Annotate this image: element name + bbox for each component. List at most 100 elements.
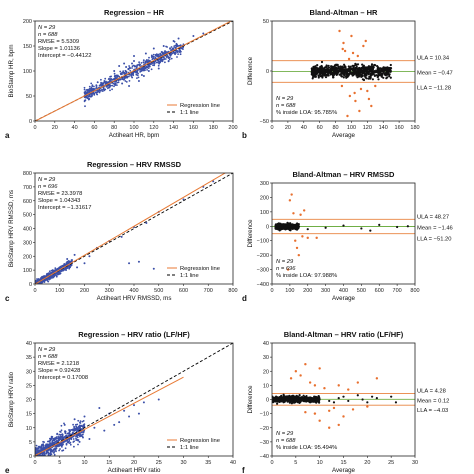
data-point	[137, 260, 140, 263]
x-tick-label: 0	[270, 460, 273, 466]
data-point	[175, 50, 178, 53]
data-point	[177, 53, 180, 55]
outlier-point	[347, 388, 350, 391]
data-point	[145, 66, 148, 69]
data-point	[85, 89, 88, 91]
data-point	[56, 433, 58, 436]
data-point	[371, 78, 374, 81]
panel-letter: e	[5, 466, 10, 474]
data-point	[176, 44, 179, 46]
data-point	[328, 399, 331, 403]
data-point	[293, 225, 296, 228]
data-point	[91, 89, 94, 91]
legend-label: 1:1 line	[180, 445, 199, 451]
data-point	[360, 67, 364, 70]
data-point	[88, 89, 90, 92]
identity-line	[35, 343, 233, 456]
data-point	[117, 75, 119, 77]
data-point	[192, 35, 195, 37]
data-point	[274, 225, 277, 229]
data-point	[313, 66, 317, 69]
stat-text: RMSE = 5.5309	[38, 39, 79, 45]
data-point	[362, 68, 366, 71]
x-tick-label: 40	[301, 125, 307, 131]
data-point	[326, 67, 329, 70]
x-tick-label: 20	[52, 125, 58, 131]
outlier-point	[350, 34, 353, 38]
data-point	[53, 450, 55, 453]
data-point	[350, 72, 353, 75]
data-point	[123, 409, 126, 412]
data-point	[175, 47, 177, 49]
data-point	[347, 67, 350, 71]
data-point	[152, 47, 155, 50]
data-point	[343, 63, 346, 66]
outlier-point	[347, 57, 351, 61]
data-point	[84, 90, 87, 93]
x-tick-label: 120	[149, 125, 158, 131]
data-point	[361, 63, 364, 66]
data-point	[76, 423, 79, 426]
y-axis-label: BioStamp HRV RMSSD, ms	[8, 190, 15, 267]
outlier-point	[362, 44, 365, 48]
x-tick-label: 15	[340, 460, 346, 466]
data-point	[167, 60, 170, 62]
data-point	[128, 415, 131, 418]
data-point	[68, 440, 71, 442]
data-point	[95, 91, 97, 93]
data-point	[68, 430, 71, 433]
data-point	[103, 89, 106, 92]
data-point	[276, 226, 279, 229]
x-tick-label: 160	[395, 125, 404, 131]
stat-text: n = 688	[276, 103, 296, 109]
x-tick-label: 40	[72, 125, 78, 131]
data-point	[79, 434, 82, 437]
data-point	[295, 394, 298, 397]
data-point	[93, 87, 95, 90]
data-point	[68, 438, 71, 441]
data-point	[158, 55, 161, 58]
stat-text: n = 696	[38, 184, 58, 190]
outlier-point	[351, 408, 355, 411]
stat-text: % inside LOA: 97.988%	[276, 273, 337, 279]
data-point	[76, 266, 79, 269]
data-point	[131, 67, 133, 69]
data-point	[276, 402, 279, 405]
data-point	[140, 67, 143, 69]
data-point	[36, 457, 38, 459]
outlier-point	[366, 405, 369, 408]
outlier-point	[304, 362, 307, 366]
data-point	[39, 449, 42, 451]
data-point	[334, 68, 337, 71]
data-point	[73, 429, 75, 432]
data-point	[129, 69, 132, 72]
data-point	[38, 446, 41, 449]
data-point	[298, 394, 301, 397]
data-point	[98, 84, 101, 87]
data-point	[176, 51, 179, 54]
data-point	[56, 440, 59, 443]
x-tick-label: 0	[270, 288, 273, 294]
data-point	[170, 57, 173, 60]
data-point	[37, 447, 39, 449]
data-point	[332, 69, 335, 72]
data-point	[367, 77, 370, 80]
data-point	[140, 69, 143, 72]
regression-line	[35, 173, 227, 284]
data-point	[40, 457, 42, 459]
data-point	[64, 447, 67, 450]
data-point	[60, 424, 63, 427]
data-point	[323, 71, 327, 75]
chart-title: Bland-Altman – HRV ratio (LF/HF)	[284, 330, 404, 339]
data-point	[325, 64, 328, 67]
outlier-point	[343, 49, 347, 53]
x-tick-label: 25	[388, 460, 394, 466]
data-point	[67, 260, 70, 262]
data-point	[332, 76, 335, 79]
data-point	[283, 224, 286, 227]
data-point	[296, 397, 299, 400]
data-point	[38, 456, 40, 458]
data-point	[351, 68, 354, 71]
data-point	[35, 284, 37, 286]
data-point	[316, 64, 319, 67]
